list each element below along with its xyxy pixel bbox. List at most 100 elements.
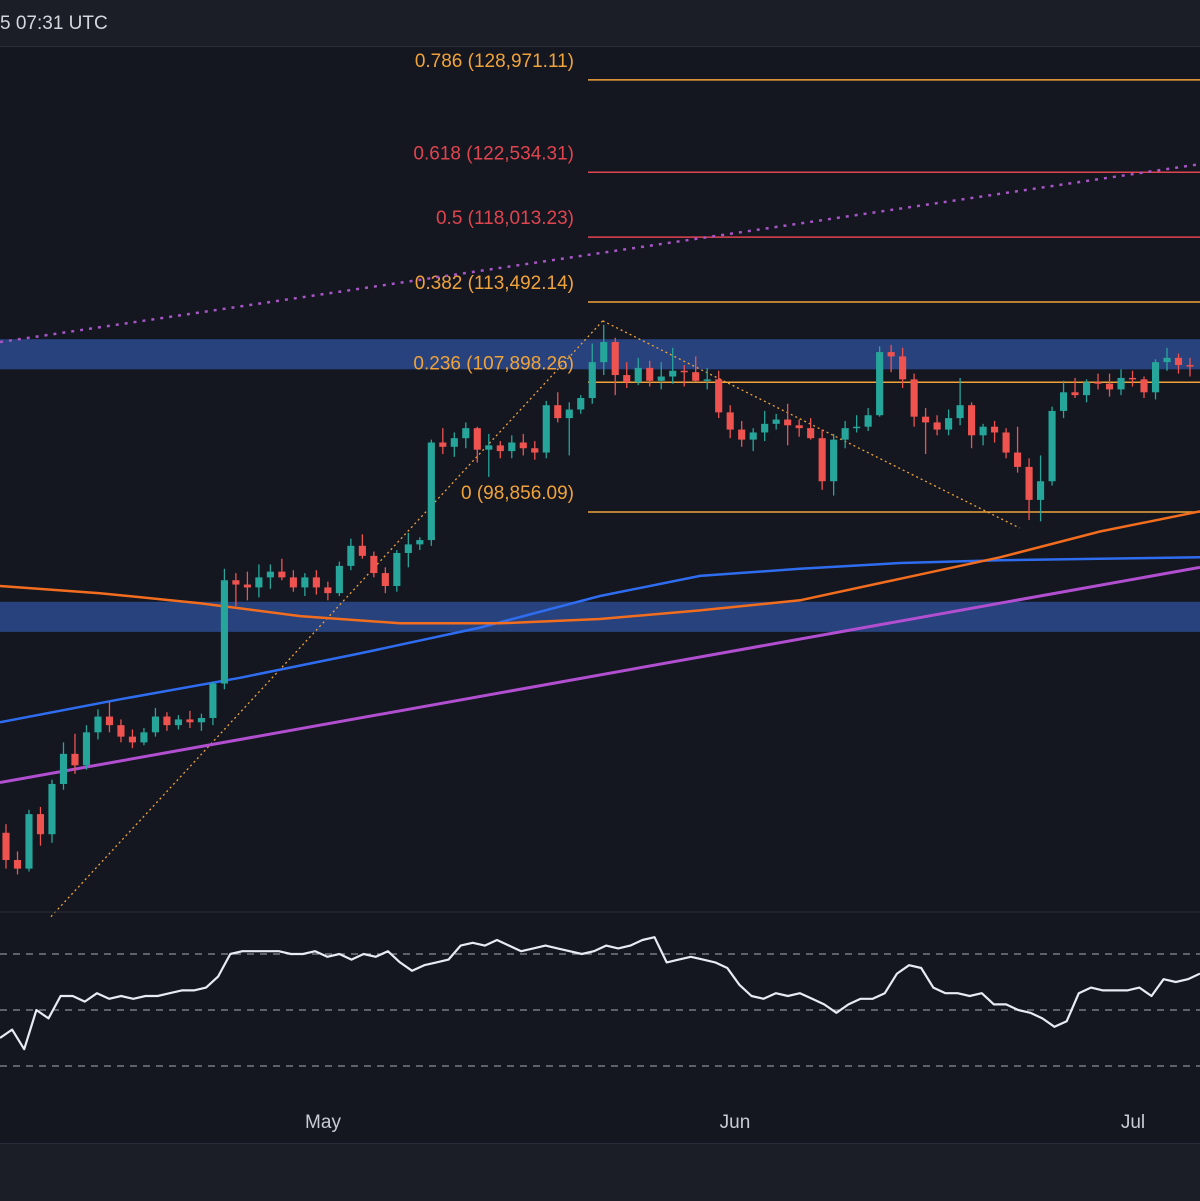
candle-body — [197, 717, 205, 723]
candle-body — [439, 442, 447, 447]
candle-body — [634, 367, 642, 383]
candle-body — [1117, 377, 1125, 390]
candle-body — [807, 428, 815, 439]
candles-layer — [0, 324, 1200, 913]
candle-body — [312, 577, 320, 588]
candle-body — [496, 445, 504, 452]
moving-average-blue — [0, 556, 1200, 724]
candle-body — [876, 352, 884, 416]
candle-body — [1140, 379, 1148, 393]
candle-body — [853, 426, 861, 429]
candle-body — [82, 732, 91, 766]
fib-level-label: 0 (98,856.09) — [461, 483, 574, 504]
candle-body — [473, 428, 481, 450]
candle-body — [105, 716, 114, 726]
candle-body — [94, 716, 102, 733]
fib-level-label: 0.236 (107,898.26) — [413, 353, 574, 374]
candle-body — [2, 832, 10, 861]
candle-body — [554, 405, 562, 419]
time-axis: May Jun Jul — [305, 1112, 1145, 1133]
timestamp-label: 5 07:31 UTC — [0, 13, 108, 34]
candle-body — [715, 379, 723, 413]
candle-body — [427, 442, 435, 541]
candle-body — [1128, 377, 1137, 380]
bottom-toolbar — [0, 1143, 1200, 1201]
candle-body — [657, 376, 665, 381]
candle-body — [186, 719, 194, 723]
candle-body — [48, 783, 56, 835]
candle-body — [864, 415, 872, 427]
candle-body — [13, 860, 22, 869]
candle-body — [772, 419, 780, 424]
candle-body — [979, 426, 987, 436]
candle-body — [1048, 410, 1056, 482]
fib-layer: 0.786 (128,971.11) 0.618 (122,534.31) 0.5 … — [413, 51, 1200, 513]
candle-body — [933, 422, 941, 430]
candle-body — [726, 412, 734, 430]
candle-body — [887, 352, 895, 357]
candle-body — [1174, 357, 1183, 366]
candle-body — [565, 409, 573, 419]
fib-level-label: 0.618 (122,534.31) — [413, 143, 574, 164]
candle-body — [117, 725, 125, 737]
x-tick-label: Jun — [720, 1112, 751, 1133]
candle-body — [140, 732, 148, 743]
candle-body — [910, 379, 918, 417]
candle-body — [404, 544, 412, 553]
candle-body — [1002, 432, 1010, 453]
candle-body — [669, 370, 677, 377]
candle-body — [393, 552, 401, 586]
candle-body — [784, 419, 792, 426]
candle-body — [899, 356, 907, 380]
candle-body — [692, 372, 700, 381]
candle-body — [646, 367, 654, 381]
candle-body — [255, 577, 263, 588]
support-zone — [0, 601, 1200, 632]
candle-body — [531, 448, 539, 453]
candle-body — [1082, 382, 1091, 396]
candle-body — [324, 587, 332, 594]
candle-body — [611, 342, 619, 376]
candle-body — [830, 439, 838, 482]
candle-body — [542, 405, 550, 453]
candle-body — [508, 442, 516, 452]
candle-body — [416, 540, 424, 545]
candle-body — [370, 555, 378, 574]
candle-body — [36, 814, 45, 835]
candle-body — [577, 398, 585, 410]
candle-body — [761, 423, 769, 433]
fib-level-label: 0.786 (128,971.11) — [415, 51, 574, 72]
candle-body — [818, 438, 826, 482]
candle-body — [968, 405, 976, 436]
candle-body — [1014, 452, 1022, 467]
candle-body — [1036, 481, 1045, 500]
candle-body — [956, 405, 964, 419]
candle-body — [1025, 466, 1033, 500]
candle-body — [59, 753, 68, 784]
candle-body — [163, 716, 171, 726]
rsi-panel — [0, 936, 1200, 1067]
indicator-lines-layer — [0, 162, 1200, 918]
candle-body — [1163, 357, 1171, 363]
candle-body — [680, 370, 688, 373]
candle-body — [347, 545, 355, 566]
candle-body — [151, 716, 160, 733]
candle-body — [25, 814, 33, 869]
fib-level-label: 0.382 (113,492.14) — [415, 273, 574, 294]
candle-body — [703, 379, 711, 381]
candle-body — [1151, 362, 1160, 393]
candle-body — [749, 432, 757, 440]
candle-body — [1094, 382, 1102, 384]
candle-body — [1059, 392, 1068, 411]
rsi-line — [0, 936, 1200, 1051]
candle-body — [450, 438, 458, 447]
candle-body — [289, 577, 297, 588]
candle-body — [209, 683, 217, 718]
candle-body — [1071, 392, 1079, 396]
candle-body — [335, 565, 343, 594]
x-tick-label: Jul — [1121, 1112, 1145, 1133]
candle-body — [266, 571, 274, 578]
candle-body — [945, 418, 953, 430]
candle-body — [128, 736, 137, 743]
